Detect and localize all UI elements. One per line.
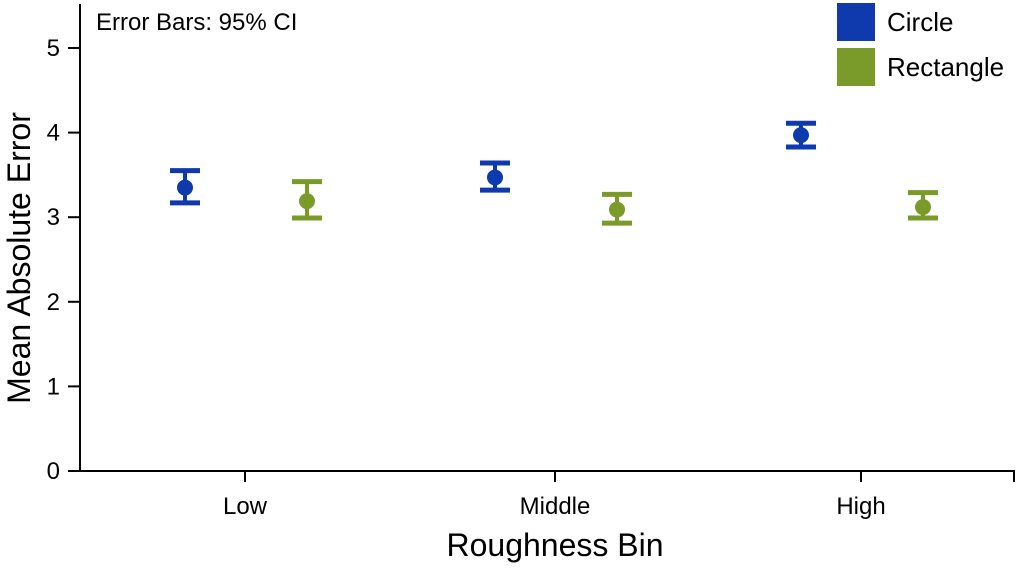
legend: Circle Rectangle	[837, 3, 1004, 86]
series-circle	[170, 120, 816, 206]
x-tick-label: High	[836, 493, 885, 520]
series-rectangle	[292, 179, 938, 226]
y-tick-label: 3	[47, 204, 60, 231]
x-axis-title: Roughness Bin	[446, 527, 663, 563]
legend-label: Circle	[887, 7, 953, 37]
y-axis-title: Mean Absolute Error	[1, 112, 37, 404]
y-tick-label: 5	[47, 35, 60, 62]
x-tick-label: Middle	[520, 493, 591, 520]
legend-swatch	[837, 48, 875, 86]
y-tick-label: 0	[47, 458, 60, 485]
error-bar-annotation: Error Bars: 95% CI	[96, 9, 297, 36]
data-point	[609, 201, 625, 218]
x-axis-ticks: Low Middle High	[223, 471, 1015, 520]
y-tick-label: 1	[47, 373, 60, 400]
data-point	[915, 199, 931, 216]
y-tick-label: 2	[47, 289, 60, 316]
data-point	[487, 169, 503, 186]
data-point	[177, 179, 193, 196]
data-point	[793, 127, 809, 144]
y-axis-ticks: 0 1 2 3 4 5	[47, 35, 80, 485]
y-tick-label: 4	[47, 120, 60, 147]
x-tick-label: Low	[223, 493, 268, 520]
chart-axes	[79, 4, 1015, 472]
legend-label: Rectangle	[887, 52, 1004, 82]
chart-marks	[170, 120, 938, 226]
data-point	[299, 193, 315, 210]
legend-swatch	[837, 3, 875, 41]
